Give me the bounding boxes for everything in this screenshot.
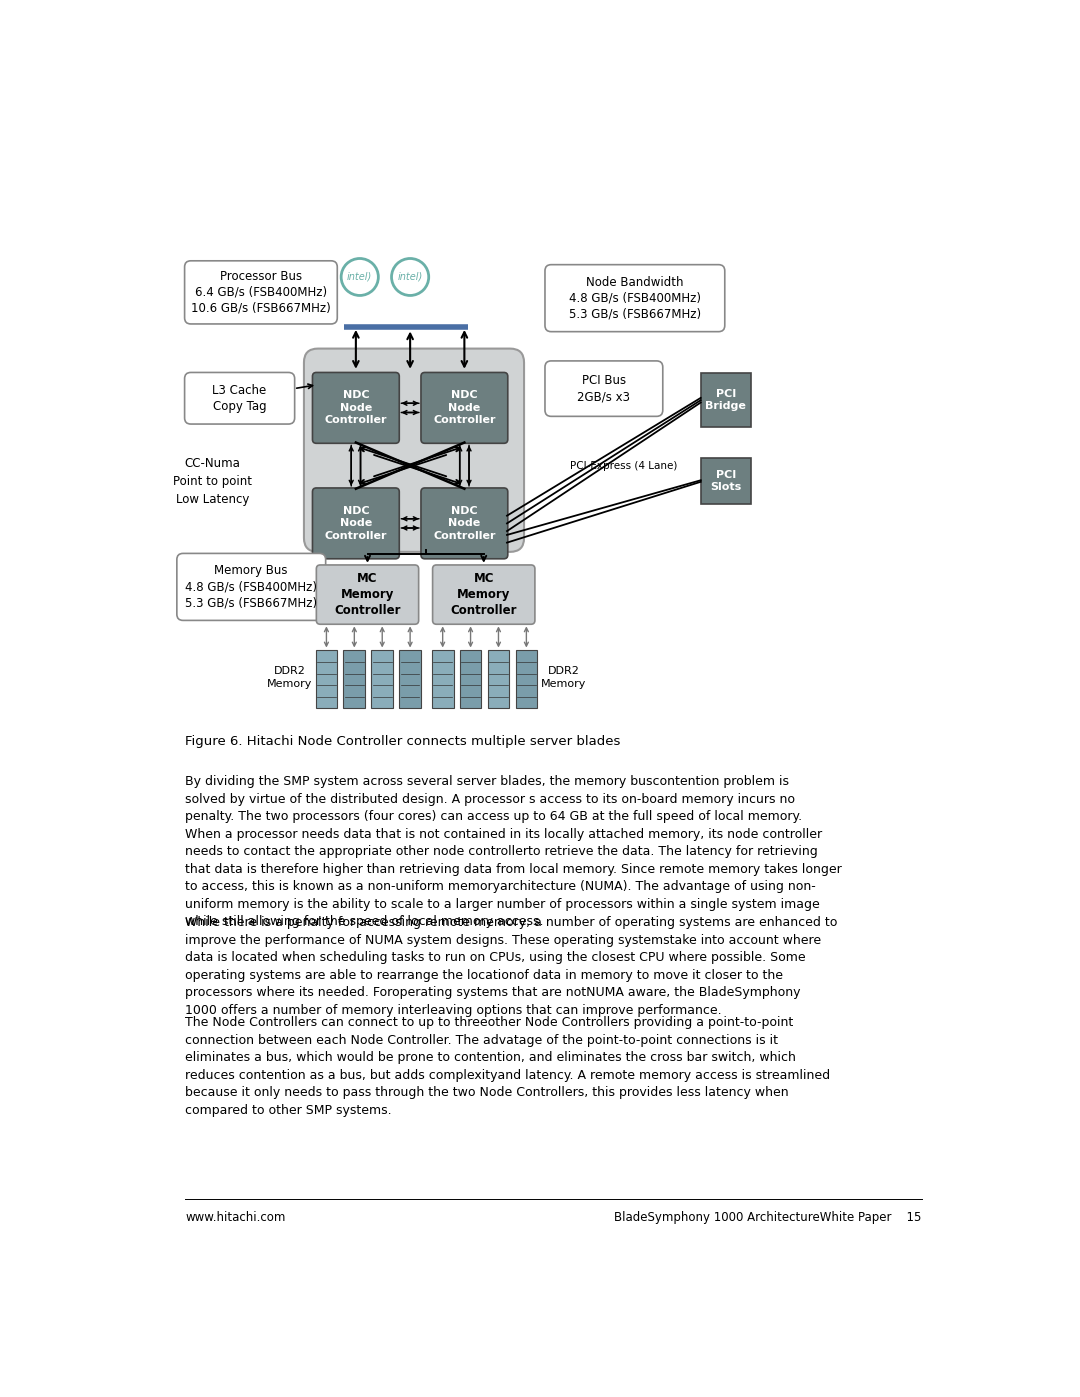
FancyBboxPatch shape (316, 564, 419, 624)
Text: PCI Bus
2GB/s x3: PCI Bus 2GB/s x3 (578, 374, 631, 404)
Text: intel): intel) (347, 272, 373, 282)
Text: www.hitachi.com: www.hitachi.com (186, 1211, 286, 1224)
Text: DDR2
Memory: DDR2 Memory (541, 666, 586, 689)
Text: Node Bandwidth
4.8 GB/s (FSB400MHz)
5.3 GB/s (FSB667MHz): Node Bandwidth 4.8 GB/s (FSB400MHz) 5.3 … (569, 275, 701, 321)
Bar (432, 651, 454, 708)
Text: PCI
Bridge: PCI Bridge (705, 388, 746, 411)
Text: PCI-Express (4 Lane): PCI-Express (4 Lane) (569, 461, 677, 471)
Text: PCI
Slots: PCI Slots (711, 469, 742, 492)
Bar (343, 651, 365, 708)
Bar (372, 651, 393, 708)
Text: intel): intel) (397, 272, 422, 282)
Text: Processor Bus
6.4 GB/s (FSB400MHz)
10.6 GB/s (FSB667MHz): Processor Bus 6.4 GB/s (FSB400MHz) 10.6 … (191, 270, 330, 314)
FancyBboxPatch shape (421, 488, 508, 559)
FancyBboxPatch shape (185, 261, 337, 324)
Text: MC
Memory
Controller: MC Memory Controller (450, 573, 517, 617)
Bar (400, 651, 421, 708)
FancyBboxPatch shape (312, 373, 400, 443)
Text: CC-Numa
Point to point
Low Latency: CC-Numa Point to point Low Latency (173, 457, 252, 506)
FancyBboxPatch shape (545, 360, 663, 416)
Bar (315, 651, 337, 708)
Text: By dividing the SMP system across several server blades, the memory buscontentio: By dividing the SMP system across severa… (186, 775, 842, 928)
Bar (701, 458, 751, 504)
Text: While there is a penalty for accessing remote memory, a number of operating syst: While there is a penalty for accessing r… (186, 916, 838, 1017)
Text: L3 Cache
Copy Tag: L3 Cache Copy Tag (213, 384, 267, 412)
FancyBboxPatch shape (545, 264, 725, 331)
FancyBboxPatch shape (185, 373, 295, 425)
Text: Memory Bus
4.8 GB/s (FSB400MHz)
5.3 GB/s (FSB667MHz): Memory Bus 4.8 GB/s (FSB400MHz) 5.3 GB/s… (185, 564, 318, 609)
Bar (701, 373, 751, 427)
Text: BladeSymphony 1000 ArchitectureWhite Paper    15: BladeSymphony 1000 ArchitectureWhite Pap… (615, 1211, 921, 1224)
Bar (460, 651, 482, 708)
Bar (488, 651, 510, 708)
Text: NDC
Node
Controller: NDC Node Controller (433, 391, 496, 425)
Text: Figure 6. Hitachi Node Controller connects multiple server blades: Figure 6. Hitachi Node Controller connec… (186, 735, 621, 749)
Text: NDC
Node
Controller: NDC Node Controller (325, 506, 387, 541)
FancyBboxPatch shape (312, 488, 400, 559)
FancyBboxPatch shape (177, 553, 326, 620)
FancyBboxPatch shape (433, 564, 535, 624)
FancyBboxPatch shape (421, 373, 508, 443)
Text: NDC
Node
Controller: NDC Node Controller (433, 506, 496, 541)
Text: MC
Memory
Controller: MC Memory Controller (334, 573, 401, 617)
Text: DDR2
Memory: DDR2 Memory (268, 666, 313, 689)
Bar (515, 651, 537, 708)
Text: The Node Controllers can connect to up to threeother Node Controllers providing : The Node Controllers can connect to up t… (186, 1016, 831, 1116)
FancyBboxPatch shape (303, 349, 524, 552)
Text: NDC
Node
Controller: NDC Node Controller (325, 391, 387, 425)
